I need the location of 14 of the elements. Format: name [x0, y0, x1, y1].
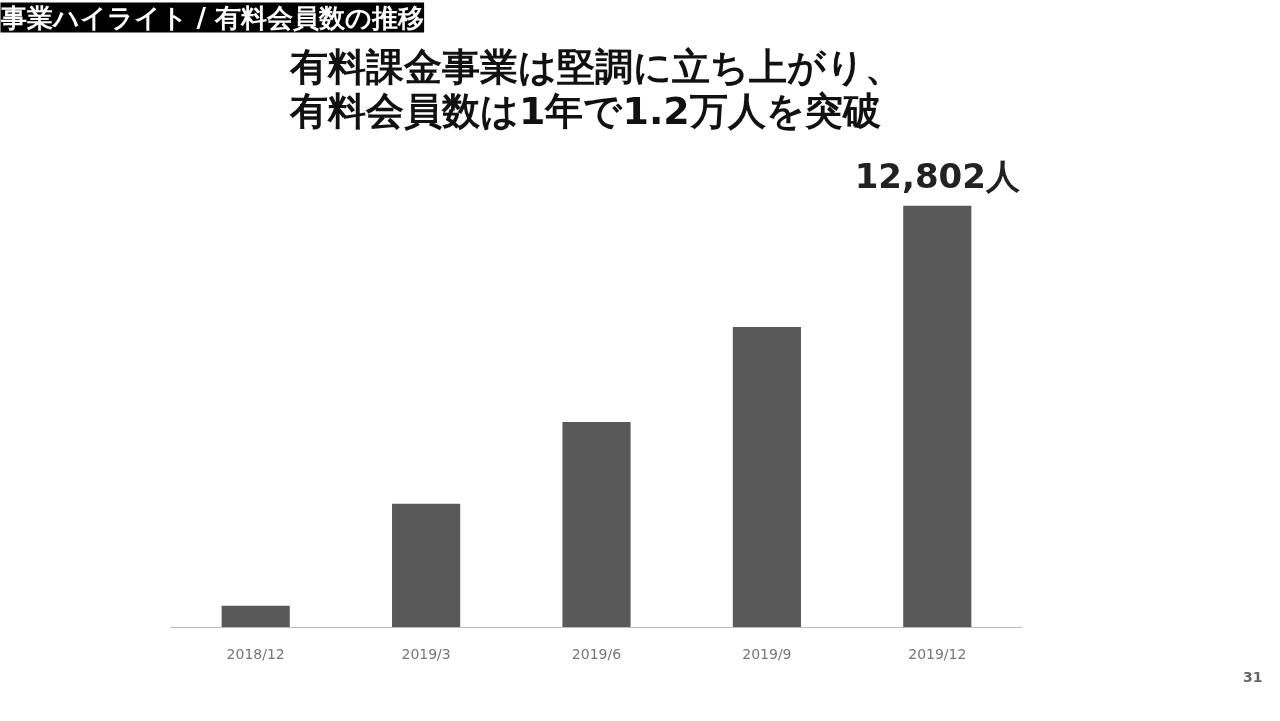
chart-subtitle: 有料課金事業は堅調に立ち上がり、有料会員数は1年で1.2万人を突破 — [289, 44, 903, 133]
text: 31 — [1243, 668, 1263, 685]
x-tick-label: 2019/3 — [401, 645, 451, 662]
x-tick-label: 2019/12 — [908, 645, 967, 662]
x-tick-label: 2019/9 — [742, 645, 792, 662]
x-tick-label: 2019/6 — [571, 645, 622, 662]
bar — [903, 205, 972, 628]
data-label: 12,802人 — [854, 155, 1021, 196]
bar — [392, 503, 461, 628]
bar — [562, 421, 631, 628]
chart-title: 事業ハイライト / 有料会員数の推移 — [0, 2, 425, 33]
bar — [221, 605, 290, 628]
bar — [732, 327, 801, 628]
x-tick-label: 2018/12 — [226, 645, 285, 662]
